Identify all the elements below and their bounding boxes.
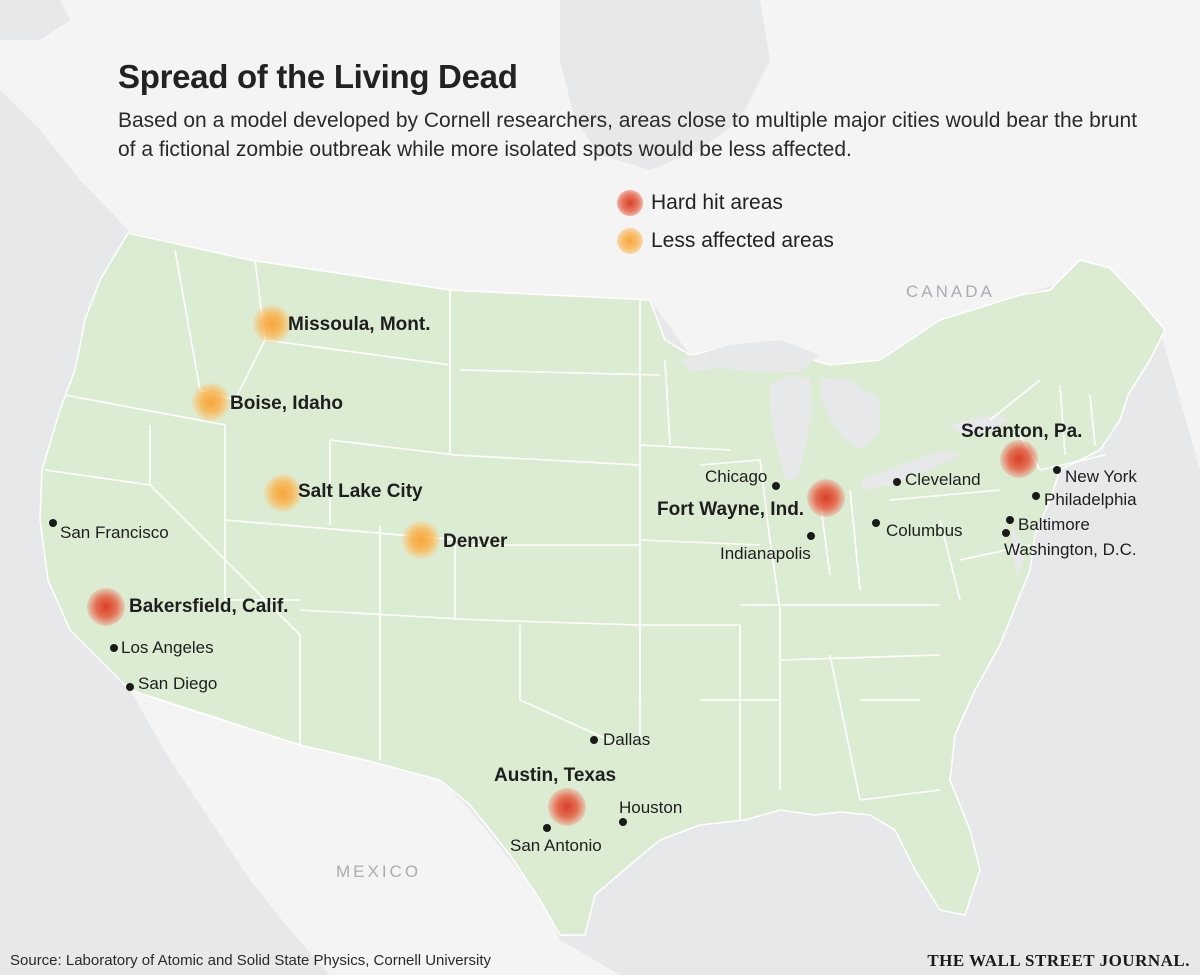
city-label-san-diego: San Diego <box>138 674 218 693</box>
city-label-new-york: New York <box>1065 467 1137 486</box>
city-dot-indianapolis <box>807 532 815 540</box>
hotspot-missoula <box>253 305 291 343</box>
lake-erie <box>860 450 960 490</box>
hotspot-salt-lake-label: Salt Lake City <box>298 481 423 502</box>
city-label-chicago: Chicago <box>705 467 768 486</box>
region-mexico: MEXICO <box>336 862 422 881</box>
hotspot-boise-label: Boise, Idaho <box>230 393 343 414</box>
city-label-houston: Houston <box>619 798 683 817</box>
city-label-indianapolis: Indianapolis <box>720 544 811 563</box>
city-label-baltimore: Baltimore <box>1018 515 1090 534</box>
city-label-philadelphia: Philadelphia <box>1044 490 1137 509</box>
hotspot-missoula-label: Missoula, Mont. <box>288 314 431 335</box>
canada-land <box>0 0 1200 470</box>
legend-less: Less affected areas <box>617 228 834 254</box>
city-dot-san-francisco <box>49 519 57 527</box>
us-mexico-border <box>129 689 301 746</box>
gulf-water <box>560 830 900 975</box>
city-dot-new-york <box>1053 466 1061 474</box>
hotspot-scranton <box>1000 440 1038 478</box>
hotspot-scranton-label: Scranton, Pa. <box>961 421 1083 442</box>
city-dot-columbus <box>872 519 880 527</box>
city-label-los-angeles: Los Angeles <box>121 638 214 657</box>
city-label-san-francisco: San Francisco <box>60 523 169 542</box>
city-label-columbus: Columbus <box>886 521 963 540</box>
lake-superior <box>680 340 820 372</box>
hard-hit-swatch <box>617 190 643 216</box>
city-dot-houston <box>619 818 627 826</box>
less-affected-swatch <box>617 228 643 254</box>
city-label-washington: Washington, D.C. <box>1004 540 1137 559</box>
lake-michigan <box>770 375 812 480</box>
hotspot-austin <box>548 788 586 826</box>
city-label-dallas: Dallas <box>603 730 651 749</box>
hotspot-austin-label: Austin, Texas <box>494 765 617 786</box>
hotspot-fort-wayne-label: Fort Wayne, Ind. <box>657 499 805 520</box>
lake-ontario <box>950 415 1010 435</box>
city-dot-baltimore <box>1006 516 1014 524</box>
region-canada: CANADA <box>906 282 995 301</box>
city-dot-philadelphia <box>1032 492 1040 500</box>
city-dot-cleveland <box>893 478 901 486</box>
city-label-san-antonio: San Antonio <box>510 836 602 855</box>
legend-hard-label: Hard hit areas <box>651 191 783 214</box>
mexico-land <box>130 690 620 975</box>
city-label-cleveland: Cleveland <box>905 470 981 489</box>
hotspot-bakersfield-label: Bakersfield, Calif. <box>129 596 289 617</box>
city-dot-chicago <box>772 482 780 490</box>
hotspot-bakersfield <box>87 588 125 626</box>
hotspot-salt-lake <box>264 474 302 512</box>
publisher-masthead: THE WALL STREET JOURNAL. <box>927 951 1190 970</box>
legend-less-label: Less affected areas <box>651 229 834 252</box>
hudson-bay <box>560 0 770 170</box>
city-dot-san-diego <box>126 683 134 691</box>
chesapeake-bay <box>1012 525 1024 575</box>
city-dot-san-antonio <box>543 824 551 832</box>
us-land <box>39 232 1166 936</box>
city-dot-dallas <box>590 736 598 744</box>
map-subtitle: Based on a model developed by Cornell re… <box>118 109 1138 161</box>
hotspot-denver-label: Denver <box>443 531 508 552</box>
hotspot-boise <box>192 383 230 421</box>
lake-huron <box>820 378 880 450</box>
arctic-islands <box>0 0 70 40</box>
city-dot-washington <box>1002 529 1010 537</box>
state-borders <box>44 249 1106 820</box>
legend-hard: Hard hit areas <box>617 190 783 216</box>
hotspot-denver <box>402 521 440 559</box>
city-dot-los-angeles <box>110 644 118 652</box>
hotspot-fort-wayne <box>807 479 845 517</box>
source-note: Source: Laboratory of Atomic and Solid S… <box>10 952 492 969</box>
map-title: Spread of the Living Dead <box>118 58 518 95</box>
